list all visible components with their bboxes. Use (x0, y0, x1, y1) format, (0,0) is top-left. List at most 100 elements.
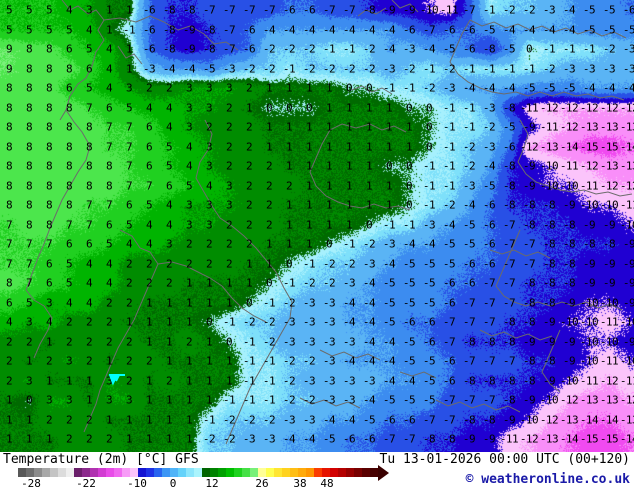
temperature-value-label: 2 (125, 257, 133, 270)
temperature-value-label: -8 (542, 237, 556, 251)
temperature-value-label: -13 (619, 120, 634, 134)
temperature-value-label: 5 (65, 257, 73, 270)
temperature-value-label: -11 (439, 3, 459, 17)
temperature-value-label: -3 (222, 62, 236, 75)
temperature-value-label: -1 (442, 120, 456, 134)
temperature-value-label: -15 (579, 432, 599, 446)
temperature-value-label: -2 (342, 257, 356, 270)
temperature-value-label: 8 (5, 120, 13, 134)
temperature-value-label: 2 (5, 354, 13, 368)
temperature-value-label: 2 (65, 335, 73, 348)
temperature-value-label: 4 (145, 101, 153, 114)
temperature-value-label: 1 (365, 159, 373, 173)
temperature-value-label: 0 (405, 159, 413, 173)
temperature-value-label: 1 (105, 23, 113, 36)
temperature-value-label: -11 (579, 374, 599, 387)
temperature-value-label: 1 (285, 120, 293, 134)
temperature-value-label: -8 (562, 257, 576, 270)
temperature-value-label: -5 (382, 276, 396, 290)
temperature-value-label: 4 (165, 101, 173, 114)
temperature-value-label: 2 (105, 335, 113, 348)
temperature-value-label: -6 (482, 198, 496, 212)
temperature-value-label: 8 (5, 140, 13, 153)
temperature-value-label: 8 (65, 179, 73, 192)
temperature-value-label: -5 (482, 23, 496, 36)
legend-swatch (106, 468, 114, 477)
temperature-value-label: -10 (579, 354, 599, 368)
temperature-value-label: -12 (559, 393, 579, 407)
temperature-value-label: 9 (5, 42, 13, 56)
temperature-value-label: 4 (205, 179, 213, 192)
temperature-value-label: 8 (25, 218, 33, 231)
temperature-value-label: -3 (342, 276, 356, 290)
temperature-value-label: -4 (362, 23, 376, 36)
temperature-value-label: 5 (165, 159, 173, 173)
temperature-value-label: 3 (205, 218, 213, 231)
legend-swatch (90, 468, 98, 477)
temperature-value-label: -11 (619, 374, 634, 387)
legend-swatch (250, 468, 258, 477)
temperature-value-label: -14 (559, 140, 579, 153)
temperature-value-label: -4 (302, 23, 316, 36)
temperature-value-label: 8 (85, 159, 93, 173)
temperature-value-label: -5 (422, 354, 436, 368)
temperature-value-label: 1 (365, 140, 373, 153)
temperature-value-label: 7 (65, 218, 73, 231)
temperature-value-label: -2 (482, 120, 496, 134)
temperature-value-label: -8 (502, 179, 516, 192)
temperature-value-label: -10 (599, 198, 619, 212)
legend-tick-label: -10 (127, 477, 147, 490)
temperature-value-label: -9 (562, 335, 576, 348)
temperature-value-label: -2 (262, 42, 276, 56)
temperature-value-label: -7 (462, 393, 476, 407)
legend-swatch (178, 468, 186, 477)
temperature-value-label: 8 (5, 179, 13, 192)
temperature-value-label: -8 (162, 23, 176, 36)
temperature-value-label: -2 (242, 62, 256, 75)
temperature-value-label: -6 (442, 276, 456, 290)
temperature-value-label: -9 (522, 393, 536, 407)
coastline-overlay (25, 0, 633, 445)
temperature-value-label: -12 (619, 393, 634, 407)
temperature-value-label: -6 (462, 23, 476, 36)
copyright-credit[interactable]: © weatheronline.co.uk (465, 472, 630, 487)
temperature-value-label: -5 (582, 3, 596, 17)
temperature-value-label: -4 (442, 218, 456, 231)
temperature-value-label: 2 (125, 276, 133, 290)
temperature-value-label: -12 (599, 179, 619, 192)
temperature-value-label: -2 (442, 198, 456, 212)
legend-tick-label: -28 (21, 477, 41, 490)
temperature-value-label: -1 (462, 62, 476, 75)
temperature-value-label: -7 (462, 354, 476, 368)
legend-swatch (290, 468, 298, 477)
temperature-value-label: -4 (622, 81, 634, 95)
temperature-value-label: -6 (462, 257, 476, 270)
temperature-value-label: 2 (225, 140, 233, 153)
temperature-value-label: 1 (385, 120, 393, 134)
temperature-value-label: -7 (502, 218, 516, 231)
temperature-value-label: -8 (202, 23, 216, 36)
temperature-value-label: -3 (482, 101, 496, 114)
temperature-value-label: 2 (85, 354, 93, 368)
temperature-value-label: -2 (462, 159, 476, 173)
temperature-value-label: 1 (105, 413, 113, 426)
temperature-value-label: -2 (242, 315, 256, 329)
temperature-value-label: -10 (559, 374, 579, 387)
temperature-value-label: -12 (519, 140, 539, 153)
temperature-value-label: 4 (65, 3, 73, 17)
temperature-value-label: -1 (262, 374, 276, 387)
temperature-value-label: -4 (562, 3, 576, 17)
temperature-value-label: -4 (362, 315, 376, 329)
temperature-map[interactable]: 5 5 5 4 3 1 1 -6 -8 -8 -7 -7 -7 -7 -6 -6 -7 -7 -8 -9 -9 -10 -1… (0, 0, 634, 452)
temperature-value-label: -15 (579, 140, 599, 153)
temperature-value-label: -13 (599, 159, 619, 173)
temperature-value-label: 1 (225, 354, 233, 368)
temperature-value-label: -5 (382, 315, 396, 329)
temperature-value-label: -3 (542, 3, 556, 17)
temperature-value-label: 2 (105, 296, 113, 309)
temperature-value-label: -5 (402, 276, 416, 290)
temperature-value-label: -2 (542, 62, 556, 75)
temperature-value-label: -1 (242, 354, 256, 368)
temperature-value-label: 6 (145, 140, 153, 153)
temperature-value-label: -15 (599, 140, 619, 153)
